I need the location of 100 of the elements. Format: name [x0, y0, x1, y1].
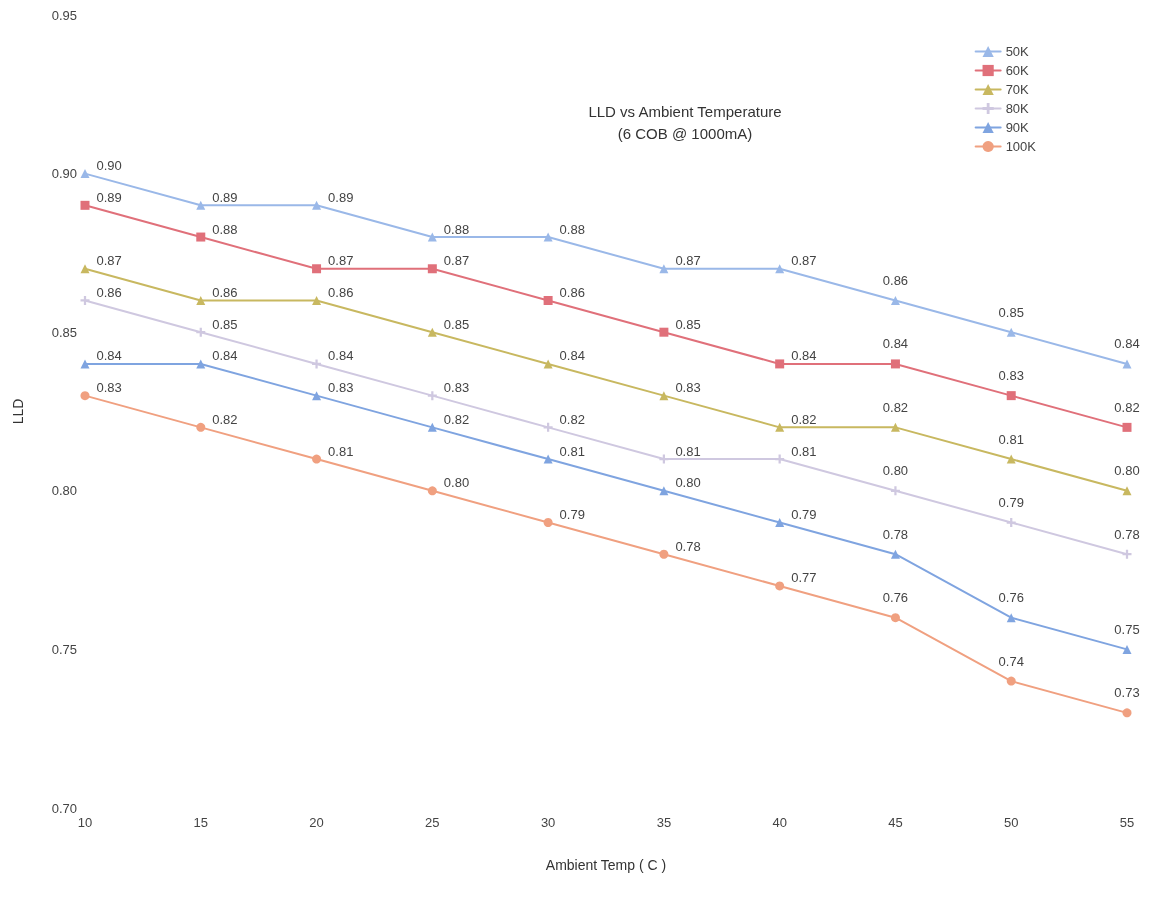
point	[1122, 644, 1132, 654]
data-label: 0.84	[96, 348, 122, 364]
data-label: 0.82	[212, 411, 238, 427]
data-label: 0.81	[791, 443, 817, 459]
point	[196, 295, 206, 305]
data-label: 0.76	[998, 590, 1024, 606]
data-label: 0.79	[559, 507, 585, 523]
data-label: 0.86	[96, 284, 122, 300]
point	[659, 391, 669, 401]
data-label: 0.85	[212, 316, 238, 332]
data-label: 0.87	[328, 253, 354, 269]
point	[775, 581, 785, 591]
x-tick-label: 55	[1119, 815, 1135, 830]
data-label: 0.88	[559, 221, 585, 237]
data-label: 0.80	[1114, 463, 1140, 479]
data-label: 0.75	[1114, 621, 1140, 637]
point	[1006, 518, 1016, 528]
data-label: 0.84	[212, 348, 238, 364]
point	[312, 295, 322, 305]
point	[427, 391, 437, 401]
x-tick-label: 20	[309, 815, 324, 830]
data-label: 0.73	[1114, 685, 1140, 701]
point	[1122, 708, 1132, 718]
data-label: 0.78	[1114, 526, 1140, 542]
data-label: 0.89	[328, 189, 354, 205]
data-label: 0.85	[675, 316, 701, 332]
point	[196, 422, 206, 432]
x-tick-label: 25	[425, 815, 440, 830]
data-label: 0.87	[96, 253, 122, 269]
point	[312, 200, 322, 210]
data-label: 0.83	[443, 380, 470, 396]
data-label: 0.85	[998, 304, 1024, 320]
point	[1006, 327, 1016, 337]
text: LLD vs Ambient Temperature (6 COB @ 1000mA)	[588, 102, 782, 142]
y-tick-label: 0.70	[51, 800, 77, 816]
data-label: 0.74	[998, 653, 1024, 669]
legend-label: 80K	[1005, 101, 1030, 116]
point	[427, 486, 437, 496]
data-label: 0.77	[791, 570, 817, 586]
legend-label: 100K	[1005, 139, 1037, 154]
point	[543, 295, 553, 305]
point	[1122, 549, 1132, 559]
point	[659, 327, 669, 337]
data-label: 0.82	[559, 411, 585, 427]
x-axis-title: Ambient Temp ( C )	[545, 857, 667, 873]
point	[427, 422, 437, 432]
data-label: 0.87	[443, 253, 470, 269]
point	[196, 327, 206, 337]
data-label: 0.87	[675, 253, 701, 269]
data-label: 0.89	[212, 189, 238, 205]
legend-label: 50K	[1005, 44, 1030, 59]
point	[890, 486, 900, 496]
point	[427, 327, 437, 337]
legend-label: 70K	[1005, 82, 1030, 97]
data-label: 0.79	[998, 495, 1024, 511]
data-label: 0.89	[96, 189, 122, 205]
data-label: 0.84	[882, 336, 909, 352]
point	[80, 264, 90, 274]
point	[890, 549, 900, 559]
data-label: 0.76	[882, 590, 909, 606]
data-label: 0.84	[328, 348, 354, 364]
y-tick-label: 0.85	[51, 324, 77, 340]
point	[543, 232, 553, 242]
data-label: 0.86	[212, 284, 238, 300]
y-tick-label: 0.80	[51, 483, 77, 499]
point	[775, 454, 785, 464]
point	[80, 200, 90, 210]
point	[1006, 454, 1016, 464]
data-label: 0.86	[882, 272, 909, 288]
point	[80, 359, 90, 369]
point	[312, 391, 322, 401]
point	[80, 391, 90, 401]
data-label: 0.83	[998, 368, 1024, 384]
x-tick-label: 50	[1003, 815, 1019, 830]
point	[1122, 359, 1132, 369]
data-label: 0.83	[675, 380, 701, 396]
point	[196, 200, 206, 210]
x-tick-label: 10	[77, 815, 93, 830]
data-label: 0.82	[1114, 399, 1140, 415]
point	[890, 613, 900, 623]
data-label: 0.81	[675, 443, 701, 459]
point	[890, 359, 900, 369]
data-label: 0.86	[328, 284, 354, 300]
point	[659, 549, 669, 559]
point	[80, 169, 90, 179]
data-label: 0.85	[443, 316, 470, 332]
x-tick-label: 35	[656, 815, 672, 830]
data-label: 0.88	[212, 221, 238, 237]
point	[196, 232, 206, 242]
point	[890, 295, 900, 305]
data-label: 0.83	[328, 380, 354, 396]
point	[312, 359, 322, 369]
point	[659, 264, 669, 274]
data-label: 0.84	[1114, 336, 1140, 352]
point	[543, 518, 553, 528]
point	[427, 264, 437, 274]
point	[312, 454, 322, 464]
point	[1006, 676, 1016, 686]
point	[775, 422, 785, 432]
point	[775, 359, 785, 369]
